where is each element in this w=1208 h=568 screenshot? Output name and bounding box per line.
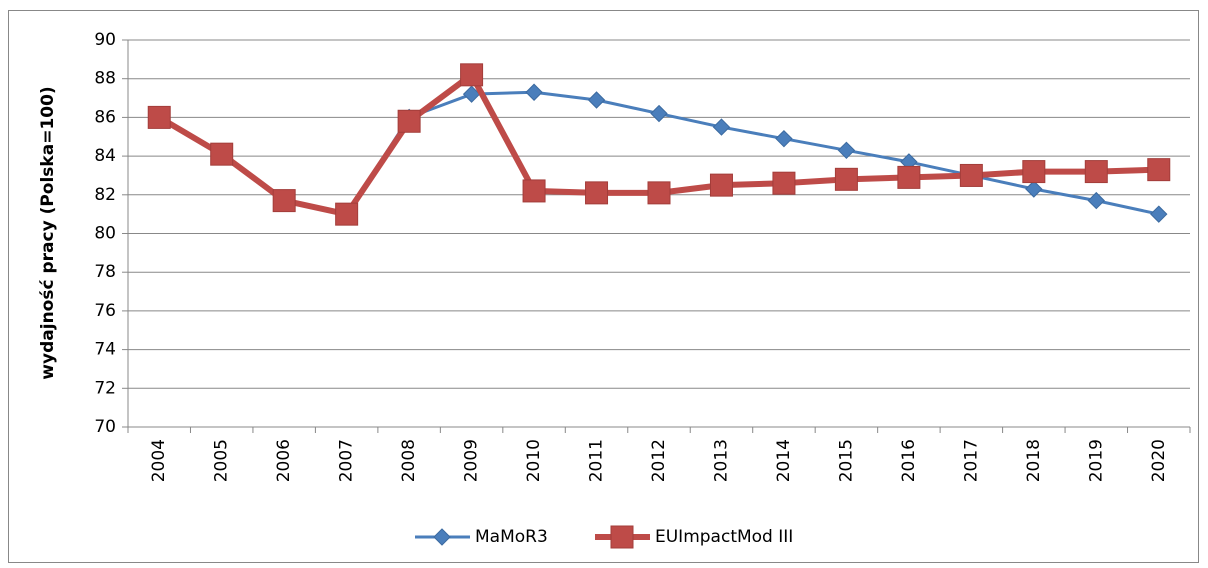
marker xyxy=(959,163,983,187)
marker xyxy=(587,91,606,109)
x-tick-label: 2013 xyxy=(711,439,731,482)
marker xyxy=(897,165,921,189)
marker xyxy=(1087,191,1105,210)
y-tick-label: 72 xyxy=(94,378,116,398)
marker xyxy=(272,189,296,213)
marker xyxy=(647,181,671,205)
x-tick-label: 2005 xyxy=(212,439,232,482)
x-tick-label: 2011 xyxy=(587,439,607,482)
marker xyxy=(585,181,609,205)
legend-marker xyxy=(433,528,451,546)
y-tick-label: 90 xyxy=(94,30,116,50)
marker xyxy=(335,202,359,226)
marker xyxy=(1147,158,1171,182)
marker xyxy=(460,63,484,87)
series xyxy=(147,63,1171,226)
x-tick-label: 2015 xyxy=(836,439,856,482)
marker xyxy=(1022,160,1046,184)
x-tick-label: 2006 xyxy=(274,439,294,482)
marker xyxy=(1150,205,1168,223)
x-tick-label: 2008 xyxy=(399,439,419,482)
x-tick-label: 2007 xyxy=(337,439,357,482)
x-tick-label: 2012 xyxy=(649,439,669,482)
marker xyxy=(525,83,543,101)
marker xyxy=(522,179,546,203)
x-tick-label: 2014 xyxy=(774,439,794,482)
x-tick-label: 2017 xyxy=(961,439,981,482)
x-tick-label: 2020 xyxy=(1149,439,1169,482)
marker xyxy=(210,142,234,166)
y-tick-label: 76 xyxy=(94,301,116,321)
x-tick-label: 2018 xyxy=(1024,439,1044,482)
y-tick-label: 78 xyxy=(94,262,116,282)
marker xyxy=(1084,160,1108,184)
y-tick-label: 86 xyxy=(94,107,116,127)
legend-label: EUImpactMod III xyxy=(655,527,793,547)
y-axis-label: wydajność pracy (Polska=100) xyxy=(38,86,58,379)
marker xyxy=(650,104,668,123)
marker xyxy=(397,109,421,133)
marker xyxy=(772,171,796,195)
y-tick-label: 88 xyxy=(94,69,116,89)
legend-marker xyxy=(610,525,634,549)
x-tick-label: 2019 xyxy=(1086,439,1106,482)
marker xyxy=(712,118,731,136)
marker xyxy=(837,141,856,160)
marker xyxy=(147,105,171,129)
marker xyxy=(834,167,858,191)
x-tick-label: 2004 xyxy=(149,439,169,482)
y-tick-label: 70 xyxy=(94,417,116,437)
y-tick-label: 84 xyxy=(94,146,116,166)
x-tick-label: 2016 xyxy=(899,439,919,482)
y-tick-label: 74 xyxy=(94,340,116,360)
x-tick-label: 2009 xyxy=(462,439,482,482)
y-tick-label: 82 xyxy=(94,185,116,205)
legend-label: MaMoR3 xyxy=(475,527,548,547)
marker xyxy=(462,85,481,103)
marker xyxy=(1025,180,1043,198)
marker xyxy=(775,129,793,148)
x-tick-label: 2010 xyxy=(524,439,544,482)
y-tick-label: 80 xyxy=(94,224,116,244)
marker xyxy=(709,173,733,197)
